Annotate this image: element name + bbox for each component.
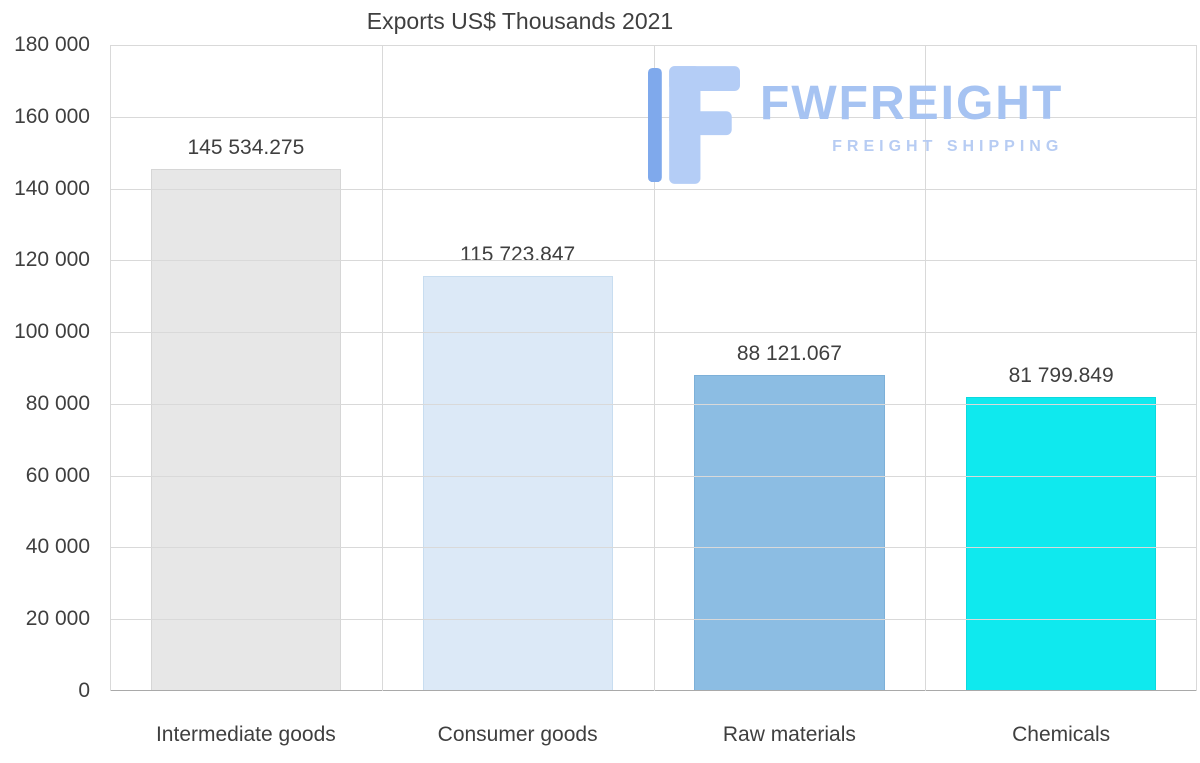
logo-subtitle: FREIGHT SHIPPING — [832, 138, 1064, 155]
category-column: 115 723.847 — [382, 45, 654, 691]
logo: FWFREIGHT FREIGHT SHIPPING — [648, 66, 1063, 189]
y-tick-label: 60 000 — [25, 463, 90, 487]
bar — [150, 168, 341, 691]
category-separator-gridline — [381, 45, 383, 691]
category-column: 145 534.275 — [110, 45, 382, 691]
y-tick-label: 160 000 — [14, 104, 90, 128]
y-axis-line — [110, 45, 111, 691]
y-tick-label: 0 — [78, 679, 90, 702]
bar — [422, 275, 613, 691]
chart-title: Exports US$ Thousands 2021 — [366, 8, 674, 34]
category-column: 81 799.849 — [925, 45, 1197, 691]
x-axis-category-label: Raw materials — [722, 723, 856, 746]
y-tick-label: 120 000 — [14, 248, 90, 272]
logo-icon — [648, 66, 740, 189]
bar-value-label: 145 534.275 — [187, 135, 305, 159]
category-separator-gridline — [653, 45, 655, 691]
bar-value-label: 115 723.847 — [460, 242, 576, 266]
bar — [966, 397, 1157, 691]
y-axis: 0 20 000 40 000 60 000 80 000 100 000 120 000 1… — [0, 33, 100, 702]
bar-value-label: 81 799.849 — [1008, 364, 1114, 388]
logo-name: FWFREIGHT — [760, 77, 1064, 130]
bar — [694, 374, 885, 691]
x-axis-category-label: Chemicals — [1012, 723, 1111, 746]
logo-text-block: FWFREIGHT FREIGHT SHIPPING — [760, 66, 1063, 156]
x-axis-category-label: Consumer goods — [437, 723, 598, 746]
bar-value-label: 88 121.067 — [736, 341, 842, 365]
y-tick-label: 20 000 — [25, 607, 90, 631]
x-axis-category-label: Intermediate goods — [155, 723, 336, 746]
category-separator-gridline — [925, 45, 927, 691]
bars-container: 145 534.275 115 723.847 88 121.067 81 799.8… — [110, 45, 1197, 691]
category-column: 88 121.067 — [654, 45, 926, 691]
y-tick-label: 40 000 — [25, 535, 90, 559]
plot-area: 145 534.275 115 723.847 88 121.067 81 799.8… — [110, 45, 1197, 691]
y-tick-label: 100 000 — [14, 320, 90, 344]
category-separator-gridline — [1196, 45, 1197, 691]
y-tick-label: 180 000 — [14, 33, 90, 56]
x-axis: Intermediate goods Consumer goods Raw mate… — [110, 723, 1197, 747]
y-tick-label: 80 000 — [25, 391, 90, 415]
y-tick-label: 140 000 — [14, 176, 90, 200]
